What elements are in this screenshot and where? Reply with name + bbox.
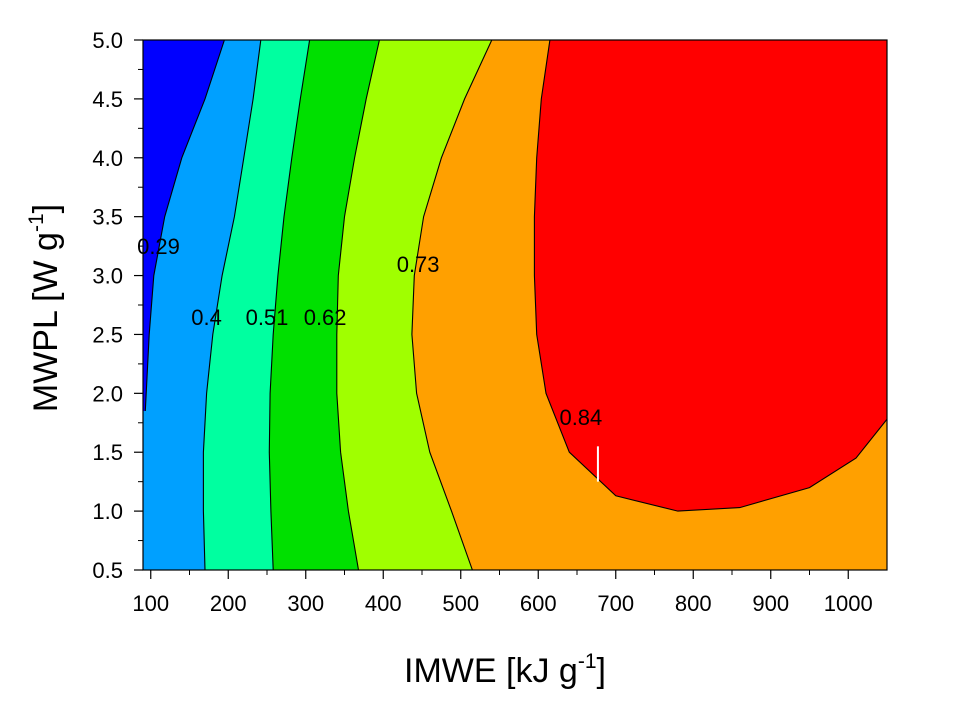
x-tick-label: 500 [442, 591, 479, 616]
y-tick-label: 1.5 [92, 440, 123, 465]
region-below-0.29 [143, 40, 225, 570]
x-axis-title: IMWE [kJ g-1] [404, 650, 606, 690]
contour-label: 0.51 [246, 305, 289, 330]
contour-label: 0.4 [191, 305, 222, 330]
contour-line-0.84 [533, 40, 887, 512]
y-tick-label: 2.0 [92, 381, 123, 406]
y-tick-label: 2.5 [92, 322, 123, 347]
x-tick-label: 200 [210, 591, 247, 616]
contour-label: 0.73 [397, 252, 440, 277]
x-tick-label: 400 [365, 591, 402, 616]
x-tick-label: 1000 [824, 591, 873, 616]
y-tick-label: 3.5 [92, 205, 123, 230]
x-tick-label: 600 [520, 591, 557, 616]
y-tick-label: 3.0 [92, 264, 123, 289]
region-0.62-0.73 [336, 40, 492, 570]
x-tick-label: 300 [287, 591, 324, 616]
contour-label: 0.84 [559, 405, 602, 430]
contour-line-0.73 [411, 40, 493, 570]
contour-line-0.29 [144, 40, 225, 412]
contour-label: 0.62 [304, 305, 347, 330]
contour-label: 0.29 [137, 234, 180, 259]
region-above-0.84 [534, 40, 887, 512]
y-axis-title: MWPL [W g-1] [25, 204, 65, 412]
y-axis-title-sup: -1 [25, 213, 48, 232]
y-tick-label: 4.5 [92, 87, 123, 112]
x-tick-label: 100 [132, 591, 169, 616]
y-tick-label: 0.5 [92, 558, 123, 583]
region-0.4-0.51 [203, 40, 310, 570]
x-axis-title-end: ] [597, 652, 606, 690]
x-tick-label: 900 [752, 591, 789, 616]
contour-line-0.4 [202, 40, 262, 570]
x-tick-label: 700 [597, 591, 634, 616]
y-axis: 0.5 1.0 1.5 2.0 2.5 3.0 3.5 4.0 4.5 5.0 [92, 28, 143, 583]
contour-line-0.51 [268, 40, 311, 570]
x-tick-label: 800 [675, 591, 712, 616]
y-axis-title-end: ] [27, 204, 65, 213]
region-0.29-0.4 [143, 40, 261, 570]
contour-line-0.62 [336, 40, 380, 570]
x-axis-title-main: IMWE [kJ g [404, 652, 578, 690]
x-axis-title-sup: -1 [578, 650, 597, 673]
y-tick-label: 1.0 [92, 499, 123, 524]
plot-area [143, 40, 887, 570]
x-axis: 100 200 300 400 500 600 700 800 900 1000 [132, 570, 873, 616]
y-axis-title-main: MWPL [W g [27, 232, 65, 412]
y-tick-label: 4.0 [92, 146, 123, 171]
y-tick-label: 5.0 [92, 28, 123, 53]
